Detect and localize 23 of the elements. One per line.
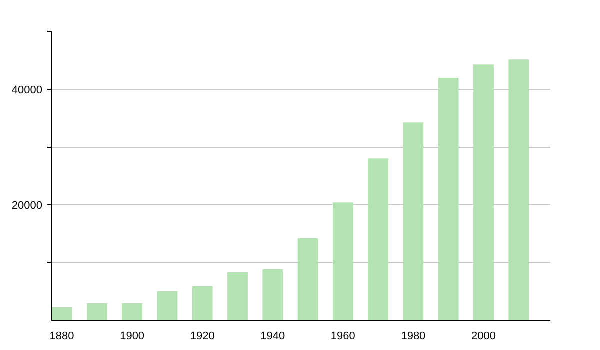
bar	[368, 158, 388, 320]
bar	[508, 60, 530, 320]
bar	[332, 202, 354, 320]
y-tick-label: 20000	[12, 200, 43, 212]
x-tick-label: 1980	[401, 330, 426, 342]
bar	[86, 304, 108, 320]
x-tick-label: 1940	[260, 330, 286, 342]
bar	[228, 272, 248, 320]
bar	[438, 78, 459, 320]
bar	[474, 64, 494, 320]
bar	[262, 270, 284, 320]
x-tick-label: 1920	[190, 330, 215, 342]
x-tick-label: 1900	[120, 330, 145, 342]
x-tick-label: 1960	[330, 330, 356, 342]
bar	[122, 304, 143, 320]
y-tick-label: 40000	[12, 84, 43, 96]
x-tick-label: 2000	[471, 330, 496, 342]
bar	[403, 122, 424, 320]
bar	[192, 286, 213, 320]
x-tick-label: 1880	[50, 330, 74, 342]
bar	[298, 238, 318, 320]
bar	[52, 307, 72, 320]
bar	[157, 292, 178, 320]
